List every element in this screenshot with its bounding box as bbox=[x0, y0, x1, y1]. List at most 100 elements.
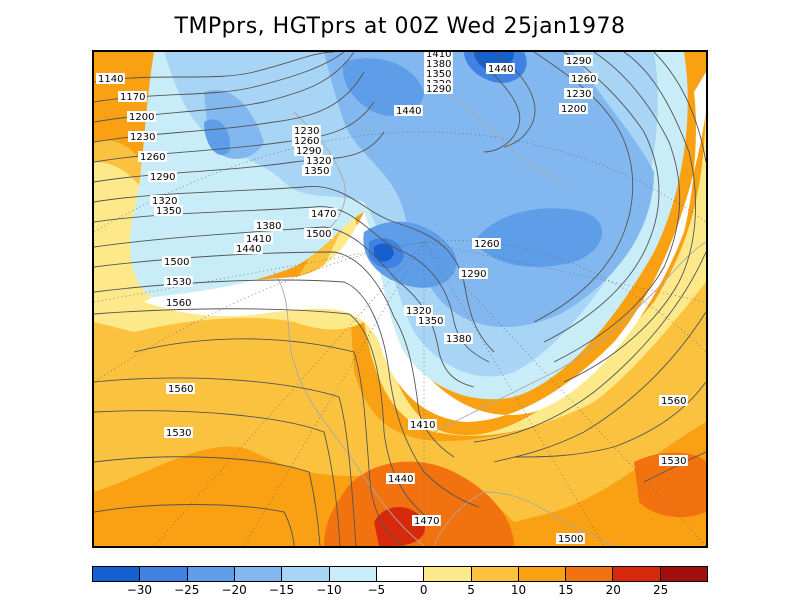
contour-label: 1440 bbox=[396, 106, 421, 117]
colorbar-segment bbox=[518, 567, 567, 581]
contour-label-bg bbox=[302, 165, 331, 176]
colorbar-segment bbox=[613, 567, 661, 581]
colorbar-segment bbox=[187, 567, 235, 581]
contour-label-bg bbox=[459, 268, 488, 279]
contour-label-bg bbox=[304, 155, 333, 166]
contour-label-bg bbox=[166, 383, 195, 394]
contour-label-bg bbox=[564, 88, 593, 99]
contour-label: 1560 bbox=[166, 298, 191, 309]
contour-label-bg bbox=[294, 145, 323, 156]
contour-label-bg bbox=[118, 91, 147, 102]
contour-label-bg bbox=[394, 105, 423, 116]
contour-label: 1200 bbox=[129, 112, 154, 123]
contour-label: 1530 bbox=[166, 277, 191, 288]
contour-label-bg bbox=[569, 73, 598, 84]
colorbar-tick-label: 10 bbox=[510, 583, 527, 597]
contour-label-bg bbox=[292, 135, 321, 146]
colorbar-tick-label: −20 bbox=[221, 583, 247, 597]
contour-label-bg bbox=[164, 427, 193, 438]
contour-label-bg bbox=[127, 111, 156, 122]
contour-label: 1230 bbox=[294, 126, 319, 137]
shade-10 bbox=[94, 140, 706, 522]
colorbar-tick-label: 0 bbox=[419, 583, 428, 597]
colorbar-tick-label: 5 bbox=[467, 583, 475, 597]
colorbar-segment bbox=[424, 567, 472, 581]
contour-label: 1320 bbox=[152, 196, 177, 207]
contour-label: 1290 bbox=[150, 172, 175, 183]
contour-label: 1230 bbox=[130, 132, 155, 143]
colorbar-tick-label: −15 bbox=[268, 583, 295, 597]
contour-label: 1200 bbox=[561, 104, 586, 115]
graticule bbox=[94, 131, 706, 546]
contour-label: 1290 bbox=[426, 84, 451, 95]
contour-label-bg bbox=[659, 395, 688, 406]
contour-label-bg bbox=[564, 55, 593, 66]
contour-label: 1440 bbox=[488, 64, 513, 75]
colorbar bbox=[92, 566, 708, 582]
contour-labels: 1140117012001230126012901320135013801410… bbox=[96, 52, 688, 545]
temperature-shading bbox=[94, 52, 706, 546]
colorbar-segment bbox=[566, 567, 614, 581]
contour-label-bg bbox=[444, 333, 473, 344]
colorbar-segment bbox=[329, 567, 377, 581]
contour-label-bg bbox=[404, 305, 433, 316]
contour-label-bg bbox=[556, 533, 585, 544]
contour-label: 1350 bbox=[418, 316, 443, 327]
contour-label: 1410 bbox=[410, 420, 435, 431]
contour-label: 1560 bbox=[661, 396, 686, 407]
colorbar-segment bbox=[234, 567, 283, 581]
contour-label: 1440 bbox=[236, 244, 261, 255]
contour-label-bg bbox=[164, 297, 193, 308]
contour-label: 1470 bbox=[311, 209, 336, 220]
contour-label: 1350 bbox=[426, 69, 451, 80]
contour-label: 1140 bbox=[98, 74, 123, 85]
contour-label-bg bbox=[164, 276, 193, 287]
contour-label-bg bbox=[424, 83, 453, 94]
temperature-height-map: 1140 1170 1200 1230 1260 1290 1320 1350 1380 1410… bbox=[92, 50, 708, 548]
colorbar-segment bbox=[282, 567, 330, 581]
colorbar-segment bbox=[93, 567, 141, 581]
contour-label: 1560 bbox=[168, 384, 193, 395]
contour-label: 1230 bbox=[566, 89, 591, 100]
colorbar-tick-label: 15 bbox=[558, 583, 574, 597]
contour-label: 1350 bbox=[156, 206, 181, 217]
contour-label: 1470 bbox=[414, 516, 439, 527]
chart-title: TMPprs, HGTprs at 00Z Wed 25jan1978 bbox=[174, 14, 626, 39]
contour-label-bg bbox=[424, 58, 453, 69]
contour-label-bg bbox=[162, 256, 191, 267]
contour-label: 1380 bbox=[426, 59, 451, 70]
contour-label: 1260 bbox=[140, 152, 165, 163]
contour-label-bg bbox=[234, 243, 263, 254]
contour-label: 1260 bbox=[474, 239, 499, 250]
colorbar-tick-label: −25 bbox=[174, 583, 200, 597]
contour-label: 1350 bbox=[304, 166, 329, 177]
contour-label: 1170 bbox=[120, 92, 145, 103]
colorbar-segment bbox=[660, 567, 708, 581]
contour-label: 1410 bbox=[246, 234, 271, 245]
contour-label-bg bbox=[244, 233, 273, 244]
contour-label: 1500 bbox=[558, 534, 583, 545]
contour-label: 1260 bbox=[571, 74, 596, 85]
contour-label-bg bbox=[424, 68, 453, 79]
colorbar-tick-label: 25 bbox=[652, 583, 669, 597]
colorbar-segment bbox=[376, 567, 425, 581]
contour-label: 1410 bbox=[426, 52, 451, 60]
contour-label-bg bbox=[472, 238, 501, 249]
colorbar-segment bbox=[140, 567, 188, 581]
contour-label: 1500 bbox=[164, 257, 189, 268]
contour-label: 1500 bbox=[306, 229, 331, 240]
contour-label-bg bbox=[254, 220, 283, 231]
colorbar-tick-label: −5 bbox=[367, 583, 386, 597]
contour-label-bg bbox=[309, 208, 338, 219]
colorbar-segment bbox=[471, 567, 519, 581]
contour-label-bg bbox=[128, 131, 157, 142]
height-contours bbox=[94, 52, 706, 546]
contour-label-bg bbox=[138, 151, 167, 162]
contour-label: 1380 bbox=[446, 334, 471, 345]
contour-label-bg bbox=[486, 63, 515, 74]
colorbar-tick-label: −30 bbox=[126, 583, 153, 597]
contour-label-bg bbox=[154, 205, 183, 216]
contour-label: 1320 bbox=[306, 156, 331, 167]
contour-label: 1320 bbox=[406, 306, 431, 317]
contour-label: 1290 bbox=[296, 146, 321, 157]
